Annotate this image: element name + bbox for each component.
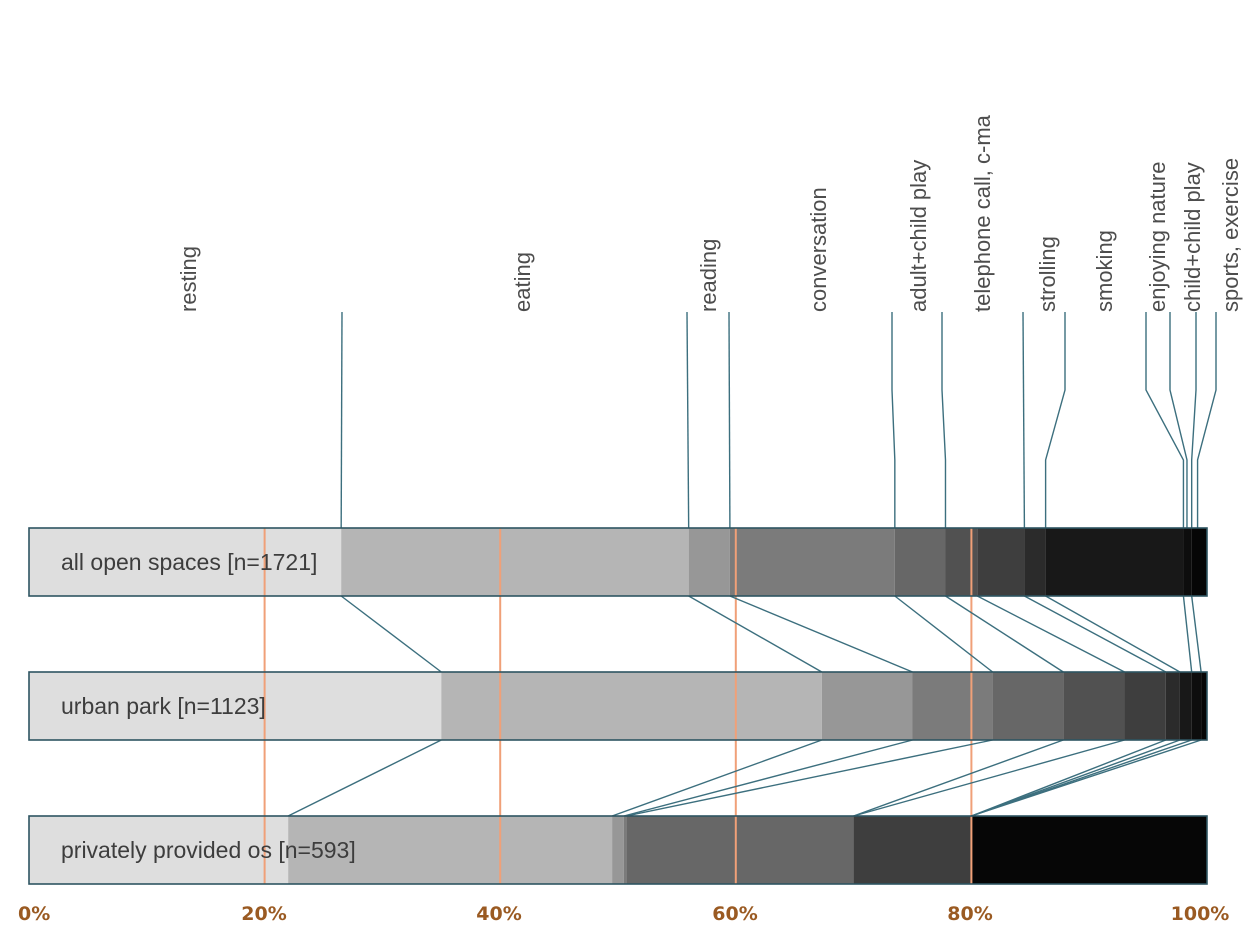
bar-border: [28, 671, 1208, 741]
activity-label: eating: [510, 252, 535, 312]
bar-segment: [1045, 528, 1184, 596]
bar-segment: [1179, 672, 1192, 740]
x-tick-label: 60%: [712, 903, 757, 925]
bar-segment: [29, 672, 442, 740]
connector-line: [976, 595, 1125, 673]
activity-leader-line: [1190, 312, 1197, 528]
row-labels: all open spaces [n=1721] urban park [n=11…: [61, 549, 356, 863]
activity-label: child+child play: [1180, 162, 1205, 312]
activity-label: smoking: [1092, 230, 1117, 312]
bar-segment: [288, 816, 613, 884]
x-tick-label: 20%: [241, 903, 286, 925]
activity-leader-line: [1169, 312, 1188, 528]
activity-label: adult+child play: [906, 160, 931, 312]
connector-line: [688, 595, 823, 673]
connector-line: [971, 739, 1167, 817]
activity-label: sports, exercise: [1218, 158, 1243, 312]
bar-segment: [29, 816, 289, 884]
bar-border: [28, 815, 1208, 885]
activity-label: telephone call, c-ma: [970, 114, 995, 312]
x-tick-label: 40%: [476, 903, 521, 925]
bar-segments: [29, 528, 1207, 884]
row-label: urban park [n=1123]: [61, 693, 266, 719]
connector-line: [729, 595, 913, 673]
bar-borders: [28, 527, 1208, 885]
x-tick-label: 80%: [947, 903, 992, 925]
connector-line: [340, 595, 442, 673]
activity-leader-line: [728, 311, 731, 529]
bar-segment: [1191, 672, 1202, 740]
bar-segment: [853, 816, 972, 884]
row-label: privately provided os [n=593]: [61, 837, 356, 863]
bar-segment: [1183, 528, 1192, 596]
activity-label: resting: [176, 246, 201, 312]
bar-segment: [912, 672, 993, 740]
activity-leader-line: [941, 312, 947, 528]
bar-segment: [1124, 672, 1166, 740]
activity-leader-line: [891, 312, 896, 528]
activity-label: enjoying nature: [1145, 162, 1170, 312]
reference-lines: [263, 528, 973, 884]
connector-line: [971, 739, 1202, 817]
activity-label: conversation: [806, 187, 831, 312]
connector-line: [853, 739, 1125, 817]
activity-leader-line: [1022, 311, 1026, 529]
x-tick-label: 0%: [18, 903, 50, 925]
activity-label: reading: [696, 239, 721, 312]
connector-line: [611, 739, 823, 817]
connector-line: [894, 595, 994, 673]
bar-segment: [688, 528, 730, 596]
connector-line: [1182, 595, 1193, 673]
connector-line: [1024, 595, 1167, 673]
bar-segment: [821, 672, 913, 740]
connector-line: [1045, 595, 1181, 673]
activity-leader-line: [1196, 312, 1217, 528]
bar-segment: [1201, 672, 1207, 740]
connector-line: [945, 595, 1064, 673]
bar-segment: [971, 816, 1207, 884]
bar-segment: [29, 528, 342, 596]
bar-segment: [1024, 528, 1046, 596]
activity-label: strolling: [1035, 236, 1060, 312]
bar-segment: [729, 528, 895, 596]
connector-line: [853, 739, 1064, 817]
bar-segment: [894, 528, 946, 596]
bar-segment: [992, 672, 1064, 740]
x-tick-label: 100%: [1171, 903, 1230, 925]
x-axis-ticks: 0% 20% 40% 60% 80% 100%: [18, 903, 1229, 925]
bar-segment: [341, 528, 689, 596]
connector-line: [623, 739, 913, 817]
connector-lines: [287, 311, 1217, 817]
activity-leader-line: [1044, 312, 1066, 528]
connector-line: [287, 739, 442, 817]
bar-segment: [1063, 672, 1125, 740]
row-label: all open spaces [n=1721]: [61, 549, 317, 575]
bar-border: [28, 527, 1208, 597]
bar-segment: [623, 816, 627, 884]
bar-segment: [626, 816, 854, 884]
activity-labels: resting eating reading conversation adult+ch…: [176, 114, 1243, 312]
bar-segment: [612, 816, 624, 884]
connector-line: [626, 739, 993, 817]
bar-segment: [441, 672, 822, 740]
connector-line: [1190, 595, 1202, 673]
activity-leader-line: [1145, 312, 1185, 528]
activity-leader-line: [686, 311, 690, 529]
bar-segment: [945, 528, 978, 596]
activity-leader-line: [340, 311, 343, 529]
bar-segment: [1165, 672, 1180, 740]
bar-segment: [977, 528, 1025, 596]
bar-segment: [1191, 528, 1207, 596]
